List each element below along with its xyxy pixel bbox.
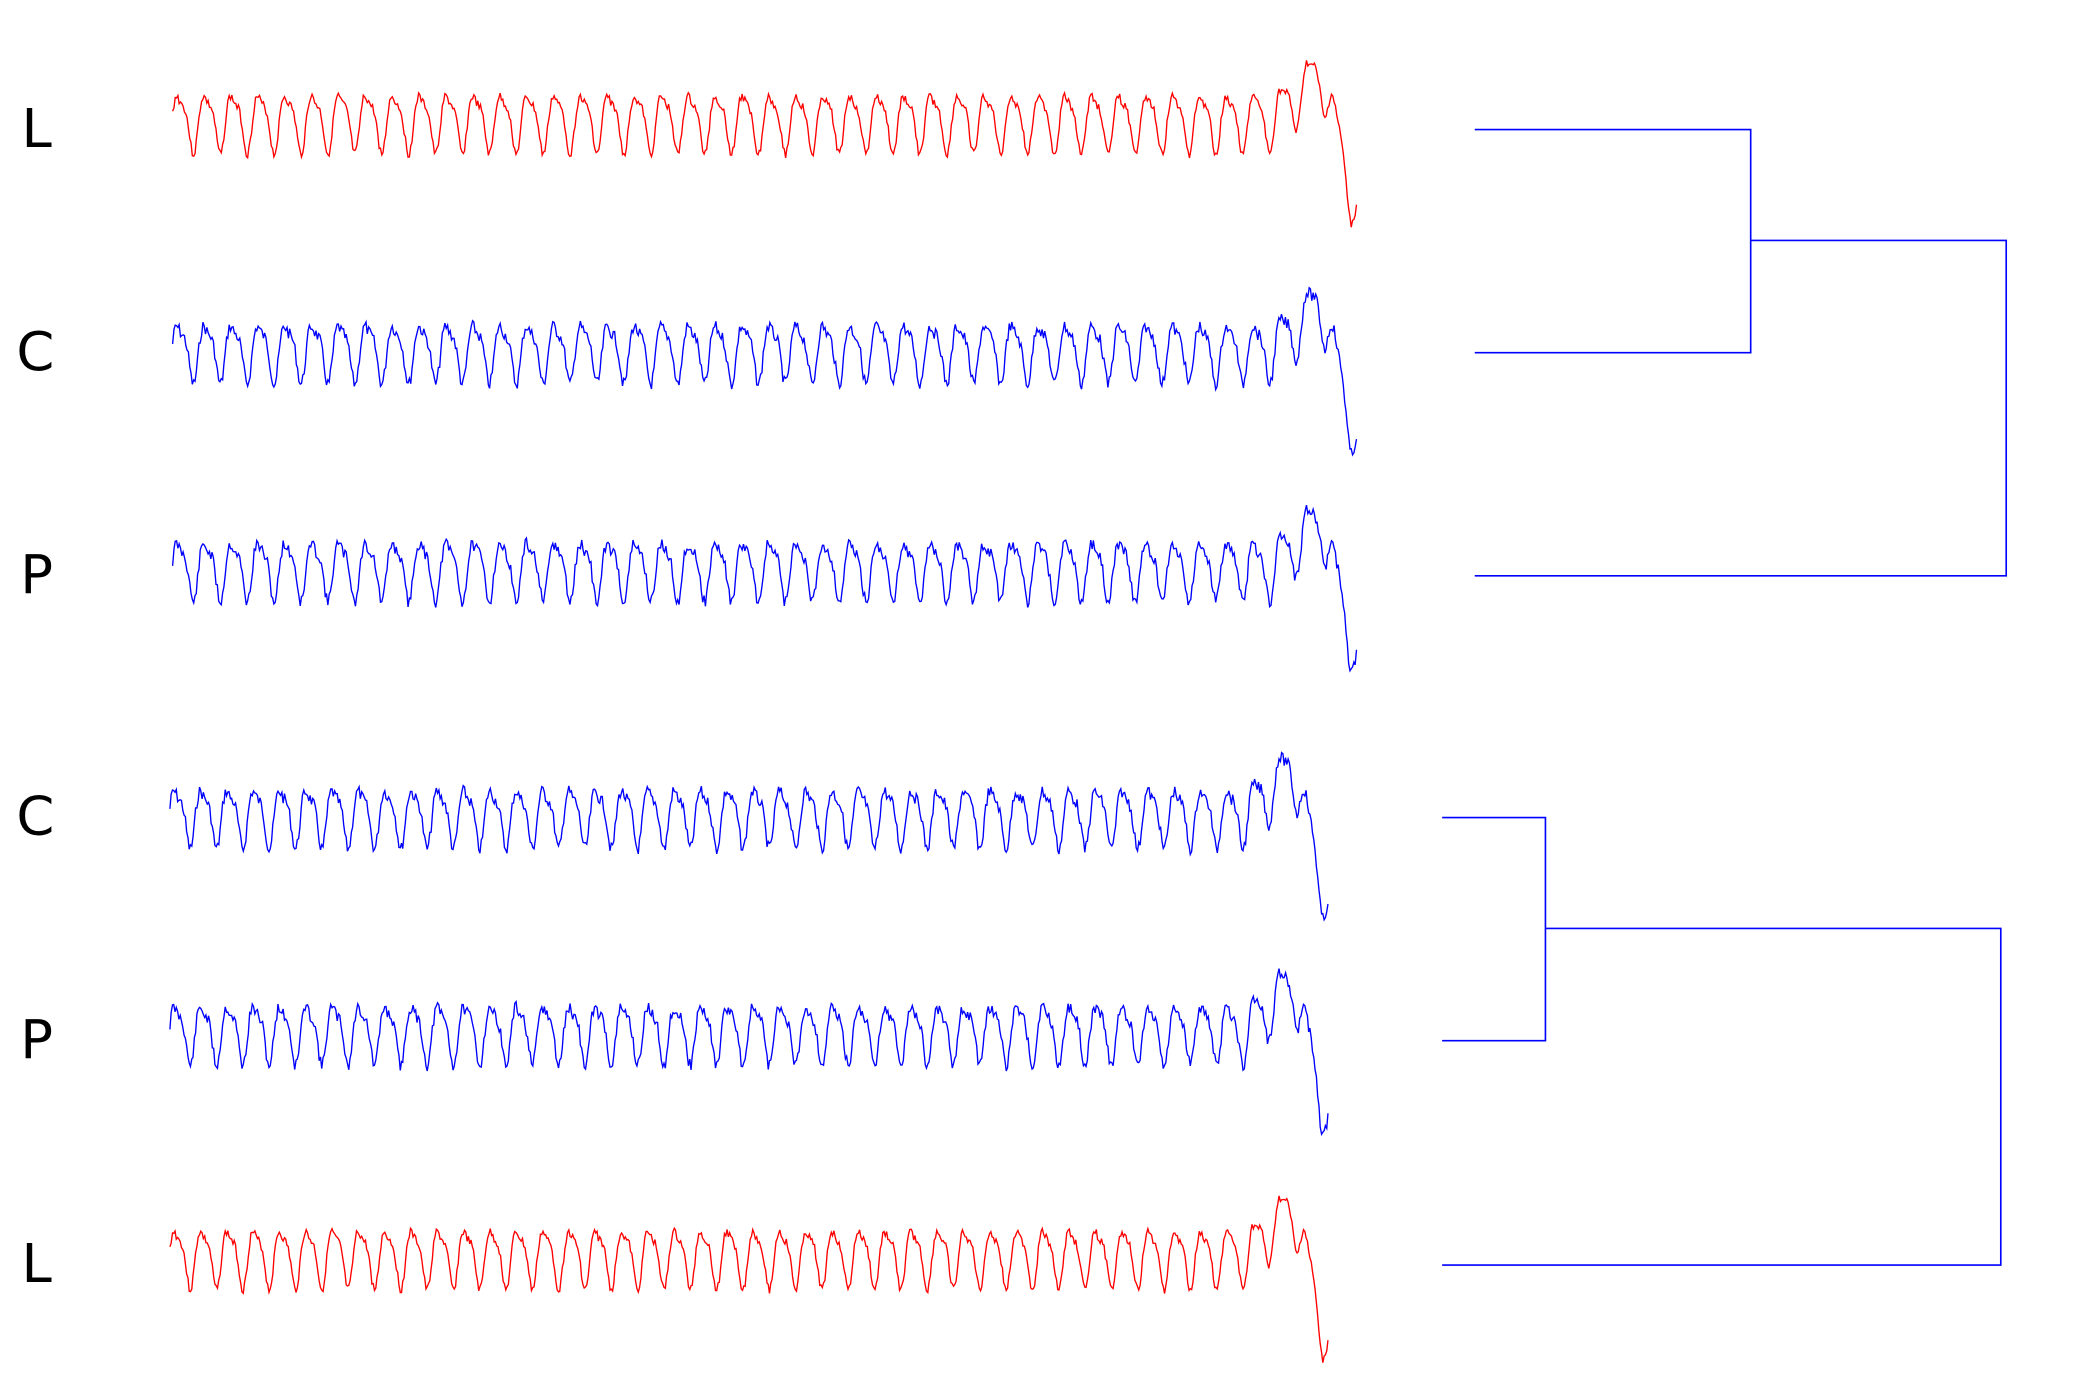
waveform — [171, 60, 1358, 228]
waveform — [171, 504, 1358, 673]
dendrogram-bottom — [1442, 816, 2002, 1266]
dendrogram-top — [1474, 128, 2008, 577]
series-label: L — [22, 97, 52, 159]
series-label: C — [16, 320, 54, 382]
waveforms — [169, 60, 1358, 1363]
waveform — [169, 1195, 1329, 1363]
series-label: P — [20, 1008, 53, 1070]
series-label: L — [22, 1233, 52, 1295]
dendrogram-branch — [1474, 239, 2008, 577]
dendrogram-branch — [1442, 927, 2002, 1266]
waveform — [169, 968, 1329, 1137]
waveform — [169, 751, 1329, 922]
dendrogram-branch — [1442, 816, 1547, 1042]
dendrogram-branch — [1474, 128, 1752, 354]
waveform — [171, 286, 1358, 457]
series-label: C — [16, 785, 54, 847]
series-label: P — [20, 543, 53, 605]
